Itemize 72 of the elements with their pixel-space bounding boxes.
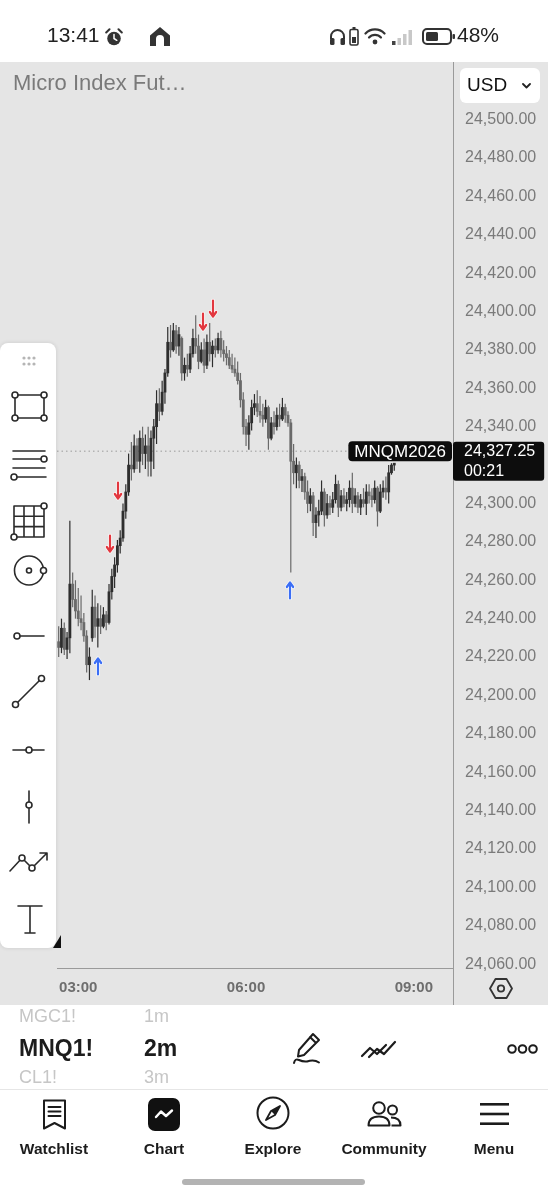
candlestick (350, 472, 354, 514)
text: MNQ1! (19, 1035, 94, 1062)
y-tick-label: 24,080.00 (465, 916, 537, 934)
y-tick-label: 24,280.00 (465, 532, 537, 550)
candlestick (336, 479, 340, 518)
text: USD (467, 74, 508, 96)
text: Watchlist (19, 1140, 89, 1158)
text: 1m (144, 1006, 170, 1027)
text: 3m (144, 1067, 170, 1088)
candlestick (275, 406, 279, 432)
y-tick-label: 24,400.00 (465, 301, 537, 319)
candlestick (62, 621, 66, 656)
y-tick-label: 24,460.00 (465, 186, 537, 204)
y-tick-label: 24,060.00 (465, 954, 537, 972)
y-tick-label: 24,500.00 (465, 109, 537, 127)
y-tick-label: 24,440.00 (465, 225, 537, 243)
y-tick-label: 24,300.00 (465, 493, 537, 511)
candlestick (227, 349, 231, 370)
text: 00:21 (464, 461, 505, 479)
candlestick (60, 618, 63, 654)
candlestick (138, 429, 142, 474)
y-tick-label: 24,380.00 (465, 340, 537, 358)
candlestick (88, 646, 91, 681)
y-tick-label: 24,240.00 (465, 609, 537, 627)
candlestick (297, 460, 301, 489)
candlestick (157, 387, 161, 422)
text: 48% (457, 23, 500, 48)
candlestick (174, 324, 178, 355)
y-tick-label: 24,420.00 (465, 263, 537, 281)
candlestick (146, 426, 150, 478)
text: CL1! (19, 1067, 58, 1088)
y-tick-label: 24,260.00 (465, 570, 537, 588)
candlestick (264, 399, 268, 424)
text: Chart (143, 1140, 185, 1158)
chart-title: Micro Index Fut… (13, 70, 187, 96)
text: Explore (244, 1140, 302, 1158)
y-tick-label: 24,220.00 (465, 647, 537, 665)
y-tick-label: 24,200.00 (465, 685, 537, 703)
candlestick (266, 404, 270, 451)
candlestick (362, 487, 365, 508)
candlestick (205, 333, 209, 370)
candlestick (211, 339, 214, 368)
text: 13:41 (47, 23, 100, 48)
text: 2m (144, 1035, 178, 1062)
text: MGC1! (19, 1006, 77, 1027)
candlestick (183, 357, 186, 382)
candlestick (325, 493, 329, 520)
x-tick-label: 06:00 (226, 978, 266, 996)
text: Menu (473, 1140, 515, 1158)
candlestick (129, 441, 133, 482)
y-tick-label: 24,140.00 (465, 801, 537, 819)
y-tick-label: 24,480.00 (465, 148, 537, 166)
x-tick-label: 09:00 (394, 978, 434, 996)
y-tick-label: 24,160.00 (465, 762, 537, 780)
candlestick (364, 483, 368, 516)
y-tick-label: 24,100.00 (465, 877, 537, 895)
candlestick (99, 604, 103, 635)
candlestick (348, 479, 351, 508)
x-tick-label: 03:00 (59, 978, 98, 996)
y-tick-label: 24,360.00 (465, 378, 537, 396)
candlestick (356, 491, 360, 514)
candlestick (269, 416, 273, 441)
candlestick (370, 487, 374, 508)
y-tick-label: 24,180.00 (465, 724, 537, 742)
candlestick (373, 479, 377, 505)
text: 24,327.25 (464, 442, 536, 460)
text: Community (341, 1140, 427, 1158)
ref-line-label: MNQM2026 (354, 441, 446, 461)
y-tick-label: 24,120.00 (465, 839, 537, 857)
y-tick-label: 24,340.00 (465, 417, 537, 435)
candlestick (219, 330, 223, 359)
candlestick (141, 426, 145, 466)
